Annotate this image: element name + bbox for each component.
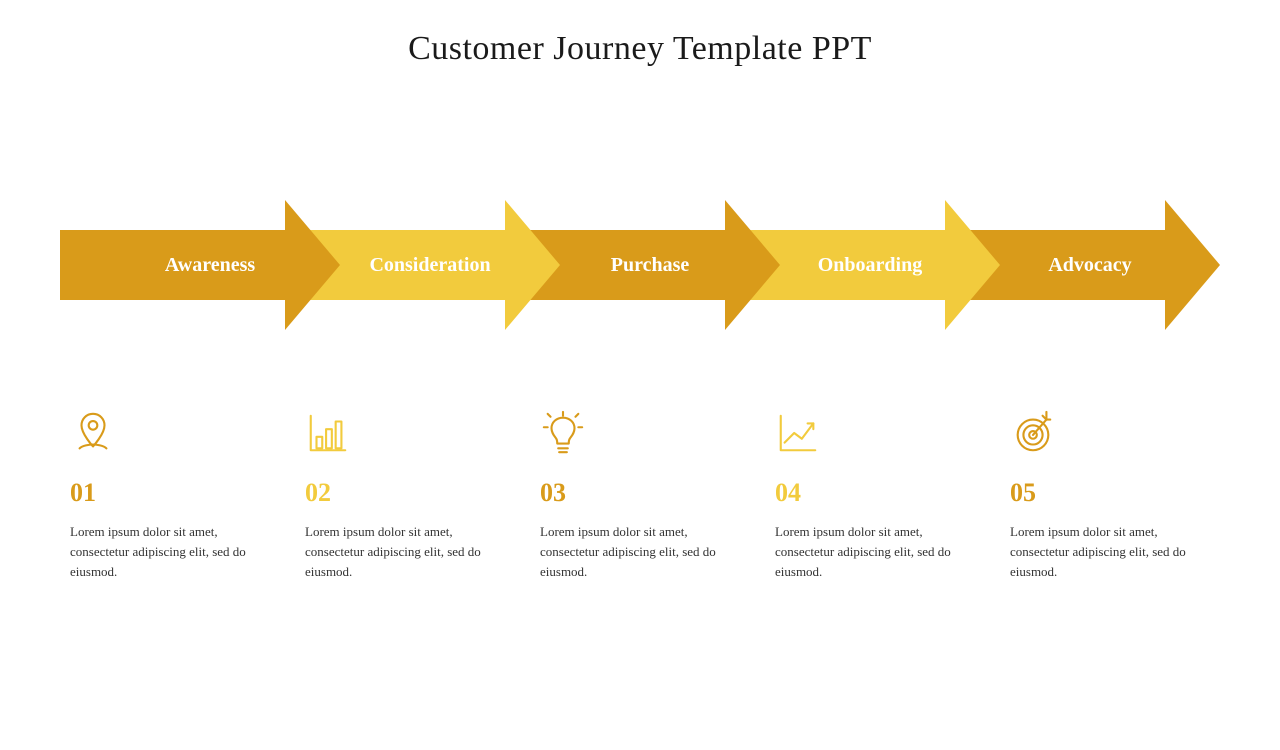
detail-number: 02 [305,478,505,508]
details-row: 01 Lorem ipsum dolor sit amet, consectet… [70,410,1210,582]
detail-body: Lorem ipsum dolor sit amet, consectetur … [70,522,270,582]
arrow-label: Consideration [349,254,490,277]
page-title: Customer Journey Template PPT [0,30,1280,68]
detail-item-2: 02 Lorem ipsum dolor sit amet, consectet… [305,410,505,582]
detail-body: Lorem ipsum dolor sit amet, consectetur … [1010,522,1210,582]
detail-number: 03 [540,478,740,508]
detail-item-5: 05 Lorem ipsum dolor sit amet, consectet… [1010,410,1210,582]
arrow-sequence: Awareness Consideration Purchase Onboard… [60,200,1220,330]
lightbulb-icon [540,410,740,460]
detail-item-3: 03 Lorem ipsum dolor sit amet, consectet… [540,410,740,582]
detail-item-4: 04 Lorem ipsum dolor sit amet, consectet… [775,410,975,582]
detail-body: Lorem ipsum dolor sit amet, consectetur … [305,522,505,582]
bar-chart-icon [305,410,505,460]
arrow-step-1: Awareness [60,200,340,330]
detail-body: Lorem ipsum dolor sit amet, consectetur … [540,522,740,582]
detail-number: 05 [1010,478,1210,508]
target-icon [1010,410,1210,460]
detail-body: Lorem ipsum dolor sit amet, consectetur … [775,522,975,582]
arrow-label: Awareness [145,254,255,277]
arrow-label: Onboarding [798,254,922,277]
detail-number: 04 [775,478,975,508]
detail-item-1: 01 Lorem ipsum dolor sit amet, consectet… [70,410,270,582]
detail-number: 01 [70,478,270,508]
growth-icon [775,410,975,460]
map-pin-icon [70,410,270,460]
arrow-label: Purchase [591,254,690,277]
arrow-label: Advocacy [1028,254,1131,277]
